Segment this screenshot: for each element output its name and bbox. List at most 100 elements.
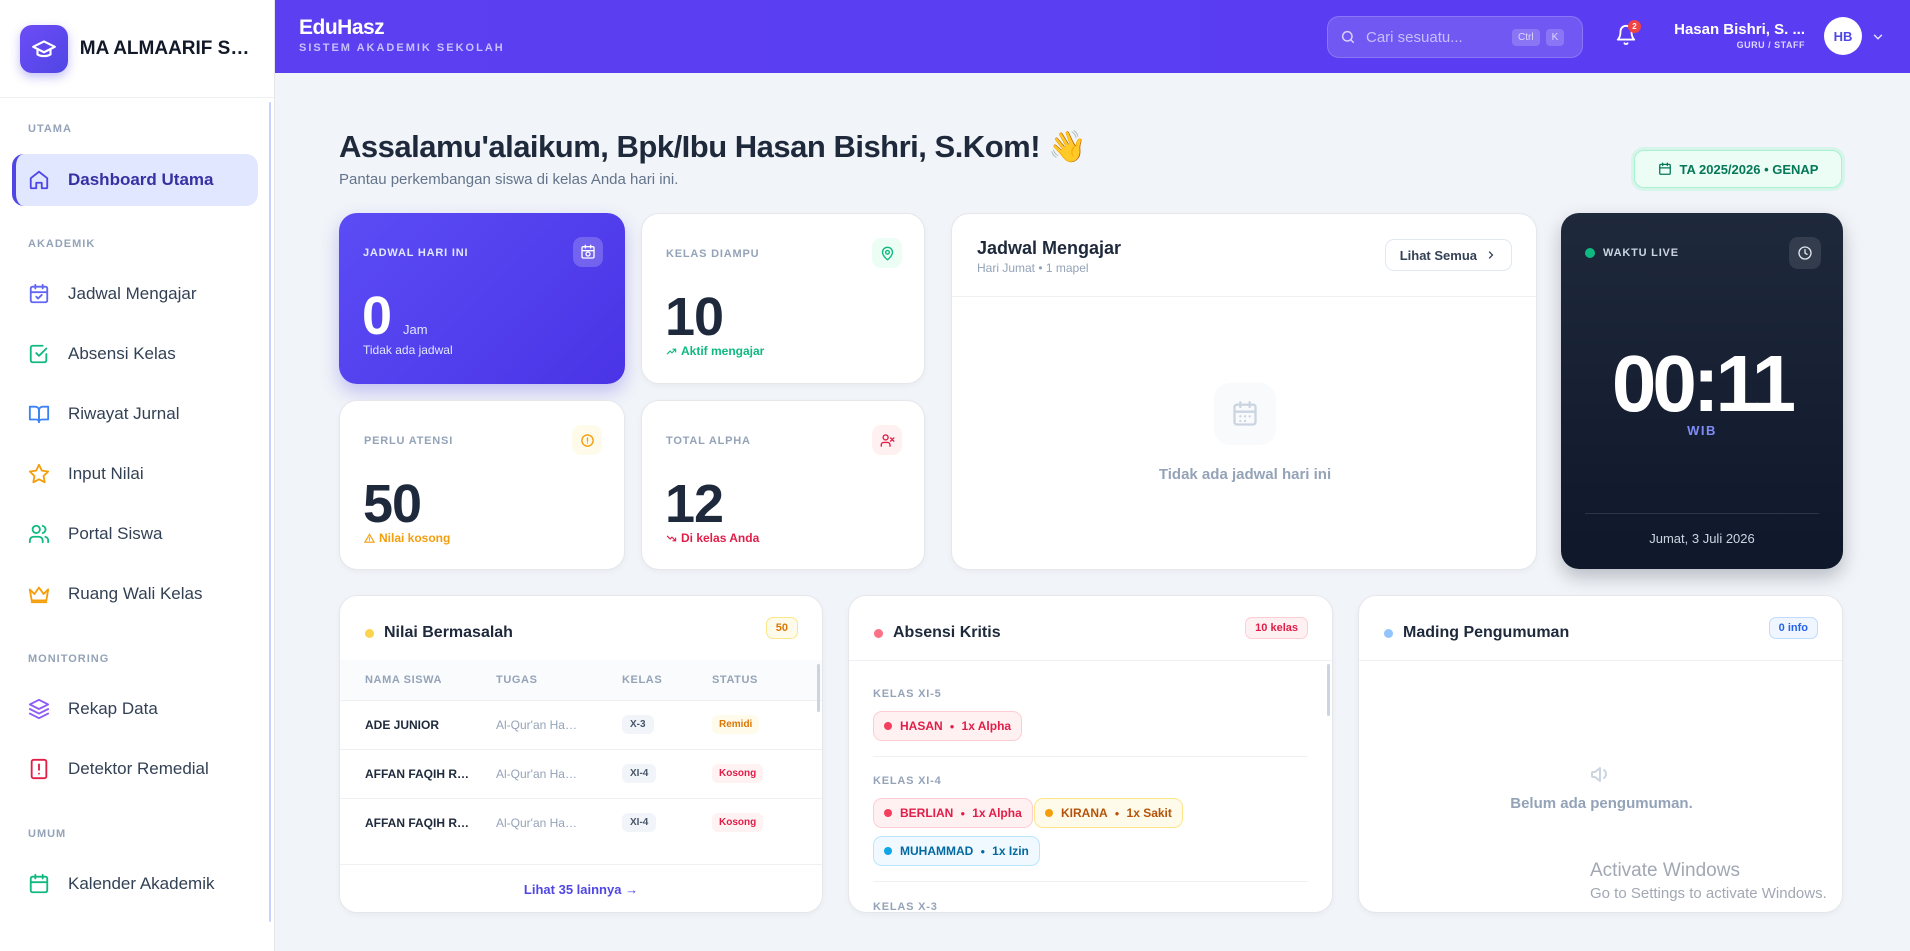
status-cell: Kosong <box>712 748 822 798</box>
status-dot <box>1384 628 1393 638</box>
class-cell: XI-4 <box>622 748 712 798</box>
status-dot <box>884 809 892 817</box>
sidebar-item-absensi[interactable]: Absensi Kelas <box>12 328 258 380</box>
class-group-label: KELAS XI-5 <box>873 688 942 700</box>
check-square-icon <box>28 343 50 365</box>
table-row[interactable]: AFFAN FAQIH R… Al-Qur'an Ha… XI-4 Kosong <box>340 797 822 847</box>
bell-icon <box>1615 24 1639 46</box>
search-box[interactable]: Ctrl K <box>1327 16 1583 58</box>
sidebar-scrollbar[interactable] <box>269 102 271 922</box>
stat-card-kelas[interactable]: KELAS DIAMPU 10 Aktif mengajar <box>641 213 925 384</box>
status-dot <box>874 628 883 638</box>
empty-state-text: Tidak ada jadwal hari ini <box>1158 466 1332 483</box>
alert-file-icon <box>28 758 50 780</box>
class-group-label: KELAS XI-4 <box>873 775 942 787</box>
absence-chip[interactable]: KIRANA ● 1x Sakit <box>1034 798 1183 828</box>
table-row[interactable]: AFFAN FAQIH R… Al-Qur'an Ha… XI-4 Kosong <box>340 748 822 798</box>
count-badge: 10 kelas <box>1245 617 1308 639</box>
class-group-label: KELAS X-3 <box>873 901 938 913</box>
top-bar: EduHasz SISTEM AKADEMIK SEKOLAH Ctrl K 2… <box>275 0 1910 73</box>
live-time: 00:11 <box>1611 339 1796 428</box>
task-name: Al-Qur'an Ha… <box>496 797 622 847</box>
live-date: Jumat, 3 Juli 2026 <box>1649 531 1755 546</box>
table-scrollbar[interactable] <box>817 664 820 712</box>
sidebar-item-rekap[interactable]: Rekap Data <box>12 683 258 735</box>
sidebar-item-kalender[interactable]: Kalender Akademik <box>12 858 258 910</box>
graduation-cap-icon <box>20 24 68 73</box>
status-cell: Kosong <box>712 797 822 847</box>
layers-icon <box>28 698 50 720</box>
page-title: Assalamu'alaikum, Bpk/Ibu Hasan Bishri, … <box>339 129 1087 164</box>
sidebar-item-riwayat[interactable]: Riwayat Jurnal <box>12 388 258 440</box>
panel-title: Jadwal Mengajar <box>977 238 1122 258</box>
section-title-umum: UMUM <box>28 828 67 840</box>
app-title: EduHasz <box>299 16 385 39</box>
sidebar-item-label: Portal Siswa <box>68 524 163 543</box>
absence-chip[interactable]: MUHAMMAD ● 1x Izin <box>873 836 1040 866</box>
live-clock-card: WAKTU LIVE 00:11 WIB Jumat, 3 Juli 2026 <box>1561 213 1843 569</box>
task-name: Al-Qur'an Ha… <box>496 699 622 749</box>
brand[interactable]: MA ALMAARIF SIN… <box>0 0 274 98</box>
stat-card-jadwal[interactable]: JADWAL HARI INI 0 Jam Tidak ada jadwal <box>339 213 625 384</box>
sidebar-item-label: Ruang Wali Kelas <box>68 584 203 603</box>
mading-pengumuman-panel: Mading Pengumuman 0 info Belum ada pengu… <box>1358 595 1843 913</box>
column-header: KELAS <box>622 660 712 700</box>
calendar-empty-icon <box>1214 383 1276 445</box>
status-cell: Remidi <box>712 699 822 749</box>
notification-button[interactable]: 2 <box>1615 20 1641 48</box>
status-badge: Kosong <box>712 813 764 833</box>
alert-circle-icon <box>572 425 602 455</box>
avatar[interactable]: HB <box>1824 17 1862 55</box>
absence-chip[interactable]: HASAN ● 1x Alpha <box>873 711 1023 741</box>
stat-card-atensi[interactable]: PERLU ATENSI 50 Nilai kosong <box>339 400 625 570</box>
academic-year-badge[interactable]: TA 2025/2026 • GENAP <box>1634 150 1842 188</box>
sidebar-item-portal-siswa[interactable]: Portal Siswa <box>12 508 258 560</box>
panel-title: Nilai Bermasalah <box>365 624 513 642</box>
trend-down-icon <box>666 533 677 544</box>
section-title-akademik: AKADEMIK <box>28 238 96 250</box>
sidebar-item-label: Detektor Remedial <box>68 759 209 778</box>
school-name: MA ALMAARIF SIN… <box>79 37 254 59</box>
student-name: AFFAN FAQIH R… <box>340 797 496 847</box>
stat-note: Aktif mengajar <box>666 344 764 358</box>
sidebar-item-wali-kelas[interactable]: Ruang Wali Kelas <box>12 568 258 620</box>
stat-value: 10 <box>665 287 724 347</box>
chevron-down-icon[interactable] <box>1871 30 1885 44</box>
absence-chip[interactable]: BERLIAN ● 1x Alpha <box>873 798 1033 828</box>
chevron-right-icon <box>1485 249 1497 261</box>
class-cell: X-3 <box>622 699 712 749</box>
sidebar-item-remedial[interactable]: Detektor Remedial <box>12 743 258 795</box>
sidebar-item-label: Dashboard Utama <box>68 170 214 189</box>
sidebar-item-dashboard[interactable]: Dashboard Utama <box>12 154 258 206</box>
os-watermark-title: Activate Windows <box>1590 860 1740 881</box>
nilai-table: NAMA SISWA TUGAS KELAS STATUS ADE JUNIOR… <box>340 660 822 847</box>
lihat-semua-button[interactable]: Lihat Semua <box>1384 239 1512 271</box>
sidebar-item-label: Kalender Akademik <box>68 874 215 893</box>
divider <box>849 660 1332 661</box>
column-header: TUGAS <box>496 660 622 700</box>
user-name[interactable]: Hasan Bishri, S. ... <box>1674 21 1805 38</box>
divider <box>873 756 1308 757</box>
crown-icon <box>28 583 50 605</box>
divider <box>1359 660 1842 661</box>
divider <box>873 881 1308 882</box>
panel-scrollbar[interactable] <box>1327 664 1330 716</box>
sidebar-item-label: Input Nilai <box>68 464 144 483</box>
stat-card-alpha[interactable]: TOTAL ALPHA 12 Di kelas Anda <box>641 400 925 570</box>
sidebar-item-label: Jadwal Mengajar <box>68 284 197 303</box>
table-row[interactable]: ADE JUNIOR Al-Qur'an Ha… X-3 Remidi <box>340 699 822 749</box>
status-dot <box>884 722 892 730</box>
button-label: Lihat Semua <box>1399 247 1477 263</box>
sidebar-item-label: Absensi Kelas <box>68 344 176 363</box>
sidebar-item-nilai[interactable]: Input Nilai <box>12 448 258 500</box>
task-name: Al-Qur'an Ha… <box>496 748 622 798</box>
lihat-lainnya-link[interactable]: Lihat 35 lainnya → <box>523 882 639 897</box>
search-input[interactable] <box>1366 28 1506 46</box>
sidebar-item-label: Riwayat Jurnal <box>68 404 180 423</box>
map-pin-icon <box>872 238 902 268</box>
megaphone-icon <box>1589 762 1613 786</box>
status-dot <box>884 847 892 855</box>
section-title-monitoring: MONITORING <box>28 653 110 665</box>
sidebar-item-jadwal[interactable]: Jadwal Mengajar <box>12 268 258 320</box>
trend-up-icon <box>666 346 677 357</box>
